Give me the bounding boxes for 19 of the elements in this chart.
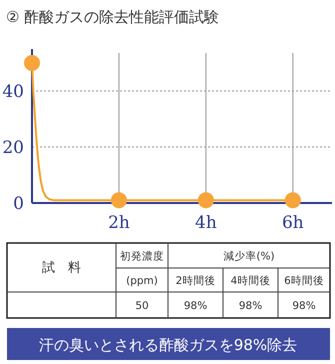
text: 98%	[292, 300, 316, 312]
text: 汗の臭いとされる酢酸ガスを98%除去	[38, 336, 298, 354]
chart-title: ② 酢酸ガスの除去性能評価試験	[6, 8, 220, 26]
text: 6時間後	[284, 274, 324, 287]
x-tick-label: 6h	[282, 213, 304, 233]
text: 2時間後	[176, 274, 216, 287]
text: 4時間後	[230, 274, 270, 287]
x-tick-label: 2h	[108, 213, 130, 233]
y-tick-label: 20	[2, 138, 24, 158]
text: 50	[135, 300, 149, 312]
y-tick-label: 0	[13, 194, 24, 214]
text: 初発濃度	[120, 250, 164, 262]
y-tick-label: 40	[2, 82, 24, 102]
text: 減少率(%)	[223, 250, 275, 262]
x-tick-label: 4h	[195, 213, 217, 233]
text: 98%	[238, 300, 262, 312]
text: 試 料	[42, 260, 81, 276]
text: 98%	[184, 300, 208, 312]
text: (ppm)	[126, 275, 158, 287]
